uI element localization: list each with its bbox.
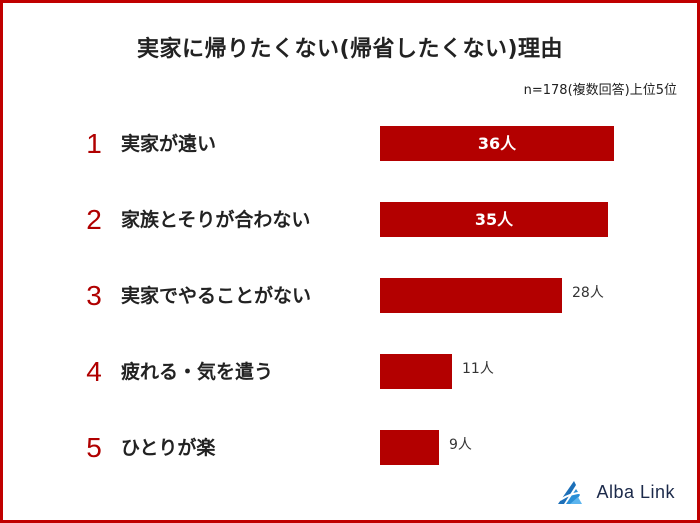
data-label: 11人 <box>462 361 494 377</box>
data-label: 9人 <box>449 437 472 453</box>
alba-link-logo-icon <box>558 481 589 504</box>
sample-note: n=178(複数回答)上位5位 <box>523 83 677 98</box>
data-label: 28人 <box>572 285 604 301</box>
bar-row-5: 5 ひとりが楽 9人 <box>3 428 697 468</box>
category-label: ひとりが楽 <box>121 437 216 459</box>
chart-title: 実家に帰りたくない(帰省したくない)理由 <box>136 37 564 62</box>
bar <box>380 202 608 237</box>
bar-row-4: 4 疲れる・気を遣う 11人 <box>3 352 697 392</box>
bar-row-2: 2 家族とそりが合わない 35人 <box>3 200 697 240</box>
bar <box>380 430 439 465</box>
rank-number: 1 <box>86 128 102 159</box>
category-label: 疲れる・気を遣う <box>121 361 274 383</box>
rank-number: 5 <box>86 432 102 463</box>
category-label: 家族とそりが合わない <box>121 209 311 231</box>
brand-logo: Alba Link <box>556 478 675 506</box>
rank-number: 2 <box>86 204 102 235</box>
category-label: 実家でやることがない <box>121 285 312 307</box>
data-label: 36人 <box>477 134 517 153</box>
bar-row-1: 1 実家が遠い 36人 <box>3 124 697 164</box>
category-label: 実家が遠い <box>121 133 217 155</box>
bar <box>380 278 562 313</box>
brand-name: Alba Link <box>596 481 675 502</box>
rank-number: 3 <box>86 280 102 311</box>
rank-number: 4 <box>86 356 102 387</box>
bar-row-3: 3 実家でやることがない 28人 <box>3 276 697 316</box>
data-label: 35人 <box>474 210 514 229</box>
bar <box>380 126 614 161</box>
bar <box>380 354 452 389</box>
